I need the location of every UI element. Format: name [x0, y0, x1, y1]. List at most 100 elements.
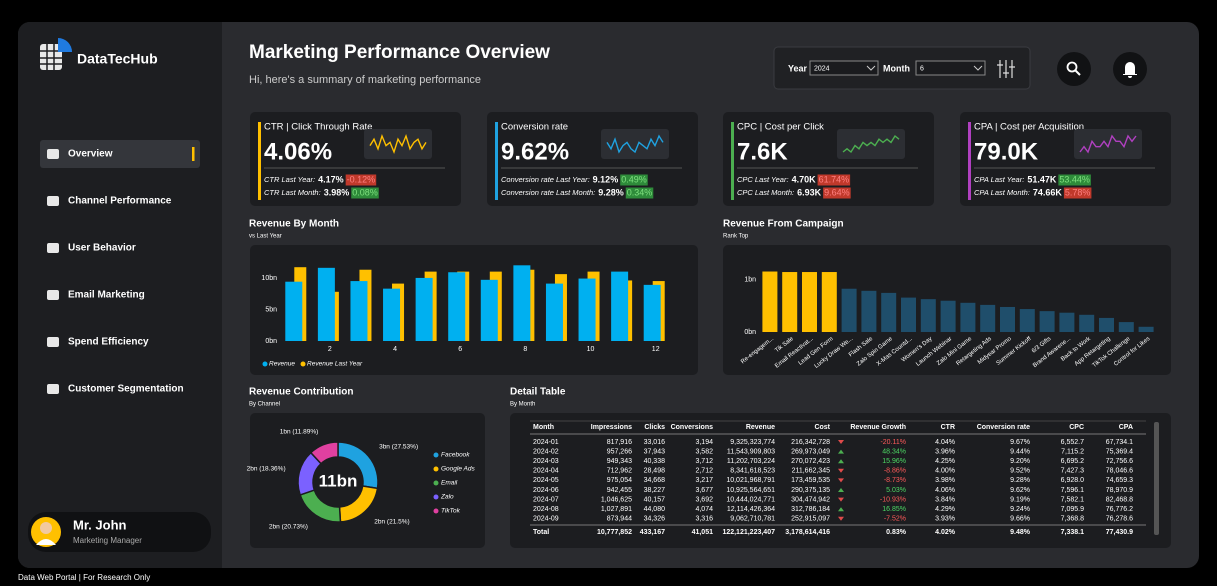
- table-cell: 40,157: [644, 496, 666, 503]
- table-scrollbar[interactable]: [1154, 422, 1159, 535]
- pie-slice: [309, 441, 339, 465]
- nav-icon[interactable]: [47, 290, 59, 300]
- sparkline: [1079, 134, 1137, 154]
- avatar-face: [40, 522, 52, 534]
- table-cell: 28,498: [644, 468, 666, 475]
- bar: [383, 288, 401, 341]
- bar: [578, 278, 596, 341]
- sparkline-box: [837, 129, 905, 159]
- table-cell: 3,178,614,416: [785, 529, 830, 536]
- legend-label: Email: [441, 480, 458, 487]
- filter-label: Year: [788, 63, 808, 73]
- kpi-change-bg: [345, 174, 377, 186]
- pie-label: 2bn (20.73%): [269, 524, 308, 531]
- table-cell: 975,054: [607, 477, 632, 484]
- table-cell: 12,114,426,364: [727, 506, 775, 513]
- table-cell: 10,925,564,651: [726, 487, 775, 494]
- kpi-accent: [258, 122, 261, 200]
- table-cell: -8.73%: [884, 477, 906, 484]
- bar: [960, 302, 976, 332]
- table-cell: 38,227: [644, 487, 666, 494]
- search-button[interactable]: [1057, 52, 1091, 86]
- filter-value: 6: [920, 65, 924, 72]
- table-cell: 2024-02: [533, 448, 559, 455]
- kpi-change: 0.34%: [627, 187, 653, 197]
- bar: [901, 297, 916, 332]
- filter-label: Month: [883, 63, 910, 73]
- y-tick-label: 0bn: [744, 329, 756, 336]
- kpi-change-bg: [1058, 174, 1091, 186]
- table-cell: 3,194: [695, 439, 713, 446]
- filter-caret: [866, 65, 876, 71]
- table-cell: 76,278.6: [1106, 516, 1133, 523]
- table-cell: -10.93%: [880, 496, 906, 503]
- table-cell: 270,072,423: [791, 458, 830, 465]
- chart-title: Revenue From Campaign: [723, 219, 844, 230]
- filter-bar: [773, 46, 1031, 90]
- avatar-body: [36, 539, 56, 545]
- nav-icon[interactable]: [47, 384, 59, 394]
- kpi-change-bg: [817, 174, 851, 186]
- kpi-value: 7.6K: [737, 138, 788, 165]
- kpi-accent: [968, 122, 971, 200]
- user-card: [28, 512, 211, 552]
- nav-icon[interactable]: [47, 149, 59, 159]
- nav-icon[interactable]: [47, 243, 59, 253]
- nav-item[interactable]: Customer Segmentation: [68, 384, 184, 395]
- table-cell: 957,266: [607, 448, 632, 455]
- table-cell: 2024-01: [533, 439, 559, 446]
- legend-swatch: [300, 361, 306, 367]
- x-tick-label: 10: [587, 346, 595, 353]
- kpi-compare-label: Conversion rate Last Month:: [501, 188, 595, 197]
- table-cell: 48.34%: [882, 448, 906, 455]
- table-cell: 7,338.1: [1061, 529, 1084, 536]
- filter-select[interactable]: [915, 60, 986, 76]
- bar: [611, 271, 629, 341]
- nav-item[interactable]: Email Marketing: [68, 290, 145, 301]
- table-cell: 74,659.3: [1106, 477, 1133, 484]
- nav-item[interactable]: User Behavior: [68, 243, 136, 254]
- table-cell: 76,776.2: [1106, 506, 1133, 513]
- filter-settings-icon[interactable]: [997, 60, 1015, 78]
- bar: [1059, 312, 1075, 332]
- kpi-compare-value: 4.17%: [318, 174, 344, 184]
- kpi-change: 61.74%: [819, 174, 850, 184]
- nav-item[interactable]: Spend Efficiency: [68, 337, 149, 348]
- bar: [1138, 326, 1154, 332]
- bar: [513, 265, 531, 341]
- table-cell: 269,973,049: [791, 448, 830, 455]
- table-cell: 10,777,852: [597, 529, 632, 536]
- nav-icon[interactable]: [47, 337, 59, 347]
- table-cell: 1,027,891: [601, 506, 632, 513]
- table-cell: 3.96%: [935, 448, 955, 455]
- filter-select[interactable]: [809, 60, 879, 76]
- page-title: Marketing Performance Overview: [249, 42, 550, 63]
- legend-label: Google Ads: [441, 466, 475, 473]
- bar: [1099, 317, 1114, 332]
- nav-item[interactable]: Channel Performance: [68, 196, 172, 207]
- table-cell: 5.03%: [886, 487, 906, 494]
- table-cell: 37,943: [644, 448, 666, 455]
- legend-swatch: [433, 480, 439, 486]
- x-tick-label: 2: [328, 346, 332, 353]
- nav-icon[interactable]: [47, 196, 59, 206]
- pie-label: 2bn (18.36%): [247, 466, 286, 473]
- brand: DataTecHub: [77, 51, 158, 67]
- table-cell: 82,468.8: [1106, 496, 1133, 503]
- nav-item[interactable]: Overview: [68, 149, 113, 160]
- sparkline-box: [1074, 129, 1142, 159]
- kpi-compare-value: 3.98%: [324, 187, 350, 197]
- table-cell: 34,668: [644, 477, 666, 484]
- table-cell: 4.29%: [935, 506, 955, 513]
- y-tick-label: 5bn: [265, 306, 277, 313]
- table-cell: 2024-07: [533, 496, 559, 503]
- growth-arrow: [838, 478, 844, 483]
- table-cell: 2024-09: [533, 516, 559, 523]
- table-cell: 3,217: [695, 477, 713, 484]
- nav-active-bg: [40, 140, 200, 168]
- table-cell: 433,167: [640, 529, 665, 536]
- kpi-compare-value: 74.66K: [1033, 187, 1063, 197]
- bar: [1039, 311, 1055, 332]
